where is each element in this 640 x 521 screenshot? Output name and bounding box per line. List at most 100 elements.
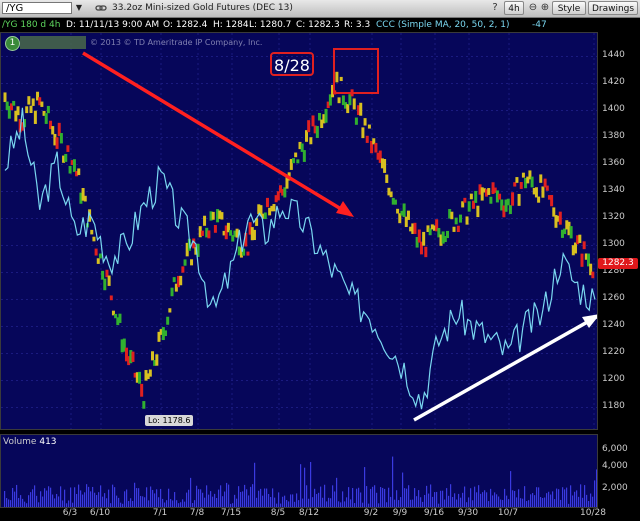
ccc-indicator-line — [4, 107, 596, 410]
price-candle — [502, 205, 506, 218]
link-icon[interactable] — [95, 2, 107, 14]
volume-bar — [246, 489, 248, 507]
volume-bar — [128, 501, 130, 507]
volume-bar — [186, 492, 188, 507]
volume-panel[interactable]: Volume 413 — [0, 434, 598, 508]
price-candle — [40, 101, 44, 107]
price-candle — [23, 119, 27, 128]
redacted-box — [20, 36, 86, 49]
price-candle — [148, 369, 152, 377]
symbol-input[interactable]: /YG — [2, 2, 72, 14]
price-candle — [344, 102, 348, 109]
volume-bar — [436, 491, 438, 507]
volume-bar — [474, 486, 476, 507]
style-button[interactable]: Style — [552, 1, 586, 15]
zoom-out-icon[interactable]: ⊖ — [528, 2, 538, 13]
volume-bar — [236, 498, 238, 507]
price-candle — [341, 95, 345, 106]
price-candle — [530, 176, 534, 188]
volume-bar — [416, 496, 418, 507]
date-tick-label: 9/30 — [457, 508, 479, 518]
volume-bar — [56, 493, 58, 507]
price-candle — [151, 351, 154, 361]
volume-bar — [558, 489, 560, 507]
price-candle — [109, 295, 113, 301]
volume-bar — [324, 484, 326, 507]
price-candle — [506, 198, 510, 206]
price-candle — [439, 234, 443, 246]
price-candle — [79, 192, 83, 204]
volume-bar — [486, 492, 488, 507]
volume-bar — [536, 487, 538, 507]
price-candle — [257, 204, 261, 215]
price-candle — [400, 210, 404, 216]
price-candle — [10, 103, 14, 111]
price-candle — [415, 236, 419, 248]
price-candle — [302, 150, 306, 162]
volume-bar — [188, 489, 190, 507]
drawings-button[interactable]: Drawings — [588, 1, 638, 15]
date-tick-label: 8/12 — [298, 508, 320, 518]
help-icon[interactable]: ? — [492, 2, 498, 13]
zoom-in-icon[interactable]: ⊕ — [540, 2, 550, 13]
volume-bar — [82, 494, 84, 507]
price-candle — [324, 108, 328, 123]
volume-bar — [276, 503, 278, 507]
price-chart[interactable] — [0, 32, 598, 430]
price-candle — [591, 271, 595, 279]
volume-bar — [264, 488, 266, 507]
volume-bar — [322, 497, 324, 507]
price-axis[interactable]: 1440 1420 1400 1380 1360 1340 1320 1300 1280 1260… — [598, 32, 640, 430]
price-candle — [370, 140, 374, 154]
time-axis[interactable]: 6/3 6/10 7/1 7/8 7/15 8/5 8/12 9/2 9/9 9/16 9/30 10… — [0, 508, 640, 521]
volume-bar — [148, 500, 150, 507]
price-candle — [521, 172, 525, 178]
volume-bar — [564, 489, 566, 507]
timeframe-button[interactable]: 4h — [504, 1, 524, 15]
volume-bar — [538, 487, 540, 507]
volume-bar — [90, 491, 92, 507]
volume-bar — [568, 503, 570, 507]
price-candle — [318, 113, 322, 121]
volume-bar — [232, 503, 234, 507]
price-candle — [278, 185, 282, 193]
price-candle — [42, 110, 46, 116]
price-candle — [114, 313, 118, 319]
volume-bar — [228, 484, 230, 507]
volume-bar — [410, 499, 412, 507]
volume-bar — [504, 488, 506, 507]
volume-bar — [34, 485, 36, 507]
price-candle — [428, 228, 432, 236]
volume-bar — [588, 500, 590, 507]
volume-bar — [300, 464, 302, 507]
price-candle — [285, 176, 289, 189]
price-candle — [493, 187, 497, 193]
volume-bar — [46, 490, 48, 507]
price-candle — [432, 225, 436, 231]
volume-bar — [398, 500, 400, 507]
volume-bar — [222, 496, 224, 507]
price-candle — [46, 105, 50, 114]
price-candle — [430, 224, 434, 230]
volume-bar — [52, 494, 54, 507]
price-candle — [320, 119, 324, 129]
volume-bar — [244, 484, 246, 507]
price-candle — [402, 203, 406, 217]
price-candle — [159, 329, 163, 335]
volume-bar — [372, 486, 374, 507]
symbol-dropdown-icon[interactable]: ▼ — [75, 3, 83, 12]
volume-bar — [442, 490, 444, 507]
study-badge[interactable]: 1 — [5, 36, 20, 51]
price-candle — [589, 263, 593, 276]
price-candle — [387, 187, 391, 196]
price-candle — [296, 159, 300, 164]
volume-bar — [8, 499, 10, 507]
volume-bar — [510, 471, 512, 507]
volume-bar — [332, 485, 334, 507]
volume-bar — [490, 488, 492, 507]
volume-bar — [374, 485, 376, 507]
white-trend-arrow — [413, 314, 597, 422]
volume-bar — [406, 488, 408, 507]
volume-bar — [384, 488, 386, 507]
price-candle — [16, 106, 20, 116]
